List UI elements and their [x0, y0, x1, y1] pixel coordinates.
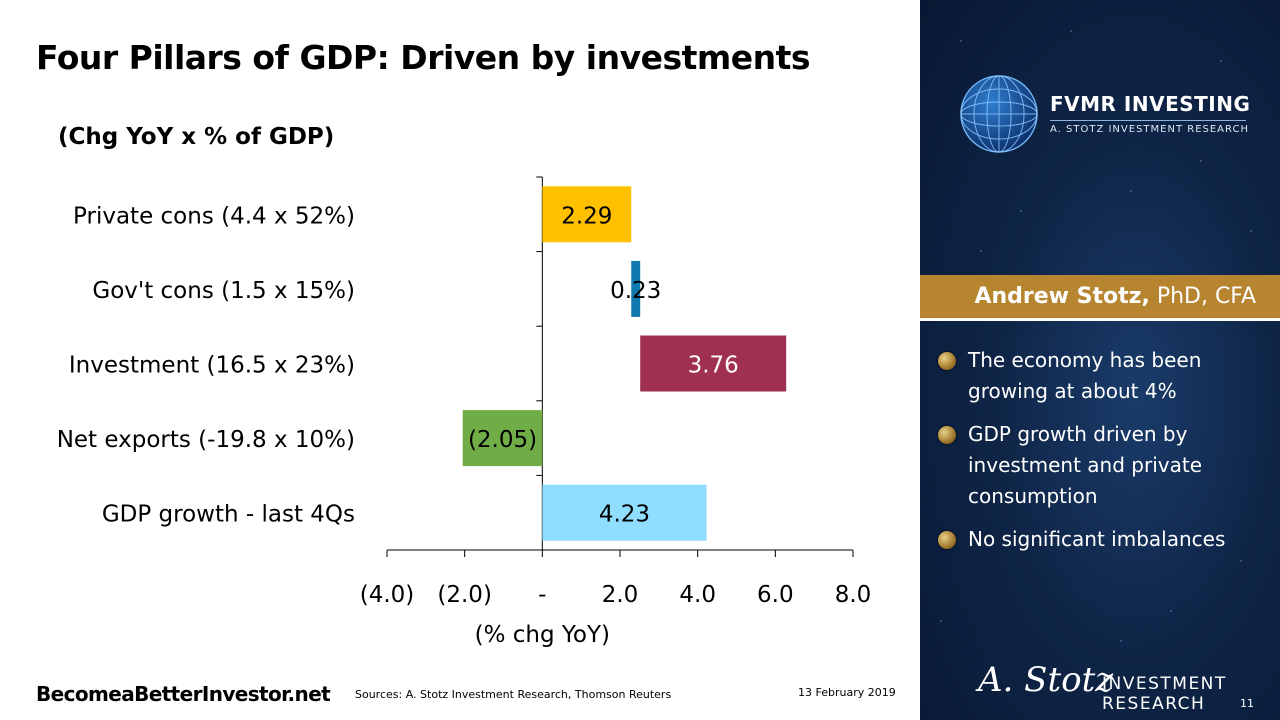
category-label: Investment (16.5 x 23%): [69, 353, 355, 379]
logo-name: FVMR INVESTING: [1050, 92, 1251, 116]
gdp-contribution-chart: 2.29 Private cons (4.4 x 52%) 0.23 Gov't co…: [57, 176, 872, 648]
category-label: Private cons (4.4 x 52%): [73, 203, 355, 229]
bullet-item: The economy has been growing at about 4%: [938, 345, 1268, 407]
bar-value-label: 3.76: [688, 353, 739, 379]
bar-0: [542, 186, 632, 243]
category-label: Net exports (-19.8 x 10%): [57, 427, 355, 453]
x-axis-label: (% chg YoY): [475, 622, 610, 648]
bullet-text: No significant imbalances: [968, 527, 1226, 551]
author-credentials: PhD, CFA: [1156, 284, 1256, 309]
x-tick-label: (4.0): [360, 582, 415, 608]
x-tick-label: 2.0: [602, 582, 639, 608]
bullet-icon: [938, 426, 956, 444]
signature-line2: RESEARCH: [1102, 694, 1206, 714]
bar-value-label: 2.29: [561, 203, 612, 229]
logo-tagline: A. STOTZ INVESTMENT RESEARCH: [1050, 124, 1249, 135]
bar-3: [462, 410, 543, 467]
bullet-item: No significant imbalances: [938, 524, 1268, 555]
slide-title: Four Pillars of GDP: Driven by investmen…: [36, 38, 811, 77]
x-tick-label: 8.0: [835, 582, 872, 608]
background-speck: [1130, 190, 1132, 192]
side-panel: FVMR INVESTING A. STOTZ INVESTMENT RESEA…: [920, 0, 1280, 720]
background-speck: [1170, 610, 1172, 612]
bar-value-label: 0.23: [610, 278, 661, 304]
author-text: Andrew Stotz, PhD, CFA: [974, 284, 1256, 309]
bullet-icon: [938, 352, 956, 370]
background-speck: [1220, 60, 1222, 62]
logo-divider: [1050, 120, 1246, 121]
bullet-icon: [938, 531, 956, 549]
bar-value-label: 4.23: [599, 502, 650, 528]
background-speck: [1200, 160, 1202, 162]
author-name: Andrew Stotz,: [974, 284, 1150, 309]
signature-logo: A. Stotz: [978, 660, 1114, 700]
background-speck: [1250, 230, 1252, 232]
bar-value-label: (2.05): [468, 427, 537, 453]
background-speck: [1120, 640, 1122, 642]
x-tick-label: 4.0: [679, 582, 716, 608]
footer-sources: Sources: A. Stotz Investment Research, T…: [355, 688, 672, 701]
background-speck: [1020, 210, 1022, 212]
bullet-item: GDP growth driven by investment and priv…: [938, 419, 1268, 512]
footer-brand: BecomeaBetterInvestor.net: [36, 682, 331, 706]
category-label: GDP growth - last 4Qs: [102, 502, 355, 528]
background-speck: [1240, 560, 1242, 562]
footer-date: 13 February 2019: [798, 686, 896, 699]
signature-line1: INVESTMENT: [1102, 674, 1227, 694]
x-tick-label: 6.0: [757, 582, 794, 608]
bullet-text: GDP growth driven by investment and priv…: [968, 422, 1202, 508]
globe-logo-icon: [960, 75, 1038, 153]
chart-subtitle: (Chg YoY x % of GDP): [58, 124, 335, 150]
x-tick-label: (2.0): [437, 582, 492, 608]
author-bar: Andrew Stotz, PhD, CFA: [920, 275, 1280, 321]
background-speck: [1070, 30, 1072, 32]
bar-1: [631, 260, 641, 317]
bar-4: [542, 484, 707, 541]
bar-2: [640, 335, 787, 392]
bullet-text: The economy has been growing at about 4%: [968, 348, 1202, 403]
category-label: Gov't cons (1.5 x 15%): [92, 278, 355, 304]
background-speck: [960, 40, 962, 42]
x-tick-label: -: [538, 582, 546, 608]
bullet-list: The economy has been growing at about 4%…: [938, 345, 1268, 567]
background-speck: [940, 620, 942, 622]
background-speck: [980, 250, 982, 252]
page-number: 11: [1240, 697, 1254, 710]
